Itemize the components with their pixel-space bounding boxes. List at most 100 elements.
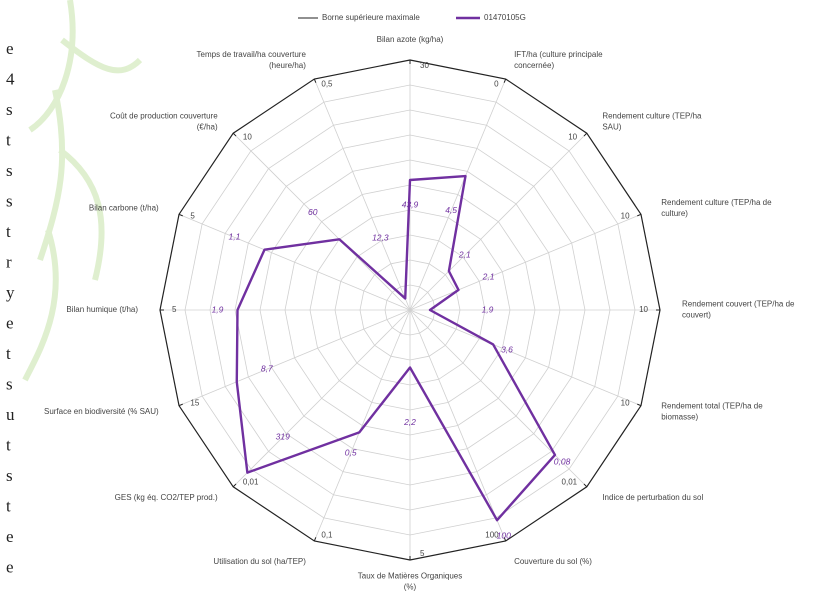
axis-max-label: 10 — [243, 133, 252, 142]
spoke — [313, 309, 411, 542]
axis-max-label: 10 — [621, 398, 630, 407]
axis-label: Rendement total (TEP/ha de — [661, 401, 763, 410]
axis-max-label: 10 — [639, 305, 648, 314]
series-line — [235, 174, 557, 522]
axis-label: Taux de Matières Organiques — [358, 572, 463, 581]
spoke — [409, 78, 507, 311]
axis-max-tick — [232, 483, 237, 488]
axis-max-label: 30 — [420, 61, 429, 70]
margin-letter: s — [6, 161, 13, 180]
spoke — [409, 213, 642, 311]
margin-letter: s — [6, 466, 13, 485]
axis-max-tick — [178, 213, 183, 217]
spoke — [313, 78, 411, 311]
axis-max-tick — [503, 537, 507, 542]
axis-max-label: 0,01 — [562, 478, 578, 487]
axis-max-label: 5 — [420, 549, 425, 558]
margin-letter: e — [6, 39, 14, 58]
axis-label: IFT/ha (culture principale — [514, 50, 603, 59]
margin-letter: t — [6, 435, 11, 454]
margin-letter: t — [6, 130, 11, 149]
point-label: 3,6 — [501, 344, 513, 354]
axis-label: (%) — [404, 583, 417, 592]
axis-max-label: 0,5 — [321, 80, 333, 89]
point-label: 2,2 — [403, 417, 416, 427]
point-label: 60 — [308, 207, 318, 217]
spoke — [409, 132, 588, 311]
margin-letter: s — [6, 374, 13, 393]
margin-letter: s — [6, 100, 13, 119]
axis-label: Coût de production couverture — [110, 112, 218, 121]
point-label: 319 — [276, 432, 290, 442]
axis-max-tick — [178, 403, 183, 407]
axis-label: GES (kg éq. CO2/TEP prod.) — [115, 493, 218, 502]
axis-max-label: 5 — [190, 212, 195, 221]
axis-label: Rendement culture (TEP/ha de — [661, 198, 772, 207]
axis-max-label: 0,01 — [243, 478, 259, 487]
spoke — [232, 309, 411, 488]
axis-label: Bilan carbone (t/ha) — [89, 203, 159, 212]
margin-letter: e — [6, 527, 14, 546]
axis-label: biomasse) — [661, 412, 698, 421]
axis-label: Bilan humique (t/ha) — [66, 305, 138, 314]
axis-max-label: 10 — [568, 133, 577, 142]
axis-label: concernée) — [514, 61, 554, 70]
margin-letter: 4 — [6, 69, 15, 88]
leaf-decoration — [22, 0, 143, 382]
axis-label: culture) — [661, 209, 688, 218]
margin-letter: r — [6, 252, 12, 271]
point-label: 12,3 — [372, 233, 389, 243]
legend-label: 01470105G — [484, 13, 526, 22]
point-label: 1,9 — [212, 304, 224, 314]
legend: Borne supérieure maximale 01470105G — [298, 13, 526, 22]
axis-label: Rendement couvert (TEP/ha de — [682, 300, 795, 309]
axis-label: Rendement culture (TEP/ha — [602, 112, 702, 121]
axis-max-tick — [583, 483, 588, 488]
axis-label: couvert) — [682, 311, 711, 320]
axis-max-tick — [503, 78, 507, 83]
point-label: 2,1 — [482, 272, 495, 282]
spoke — [178, 213, 411, 311]
spoke — [409, 309, 588, 488]
axis-max-tick — [232, 132, 237, 137]
axis-label: Bilan azote (kg/ha) — [377, 35, 444, 44]
axis-label: Temps de travail/ha couverture — [197, 50, 307, 59]
point-label: 100 — [497, 531, 511, 541]
axis-label: Couverture du sol (%) — [514, 557, 592, 566]
margin-letter: t — [6, 496, 11, 515]
spoke — [232, 132, 411, 311]
margin-letter: t — [6, 222, 11, 241]
spoke — [409, 309, 642, 407]
axis-max-label: 100 — [485, 531, 499, 540]
axis-max-label: 0 — [494, 80, 499, 89]
margin-letter: s — [6, 191, 13, 210]
axis-max-tick — [313, 78, 317, 83]
axis-label: (€/ha) — [197, 123, 218, 132]
legend-label: Borne supérieure maximale — [322, 13, 420, 22]
margin-letter: u — [6, 405, 15, 424]
axis-label: Indice de perturbation du sol — [602, 493, 703, 502]
point-label: 43,9 — [402, 199, 419, 209]
axis-max-label: 10 — [621, 212, 630, 221]
point-label: 1,9 — [482, 304, 494, 314]
axis-label: SAU) — [602, 123, 621, 132]
margin-letter: e — [6, 557, 14, 576]
point-label: 0,5 — [345, 447, 357, 457]
axis-max-tick — [637, 213, 642, 217]
margin-letter: y — [6, 283, 15, 302]
margin-letter: t — [6, 344, 11, 363]
point-label: 8,7 — [261, 364, 273, 374]
axis-max-label: 15 — [190, 398, 199, 407]
point-label: 4,5 — [445, 205, 457, 215]
axis-max-tick — [583, 132, 588, 137]
axis-label: Utilisation du sol (ha/TEP) — [213, 557, 306, 566]
axis-max-label: 5 — [172, 305, 177, 314]
axis-label: (heure/ha) — [269, 61, 306, 70]
point-label: 1,1 — [229, 232, 241, 242]
axis-max-tick — [637, 403, 642, 407]
spoke — [178, 309, 411, 407]
axis-max-tick — [313, 537, 317, 542]
point-label: 2,1 — [458, 249, 471, 259]
